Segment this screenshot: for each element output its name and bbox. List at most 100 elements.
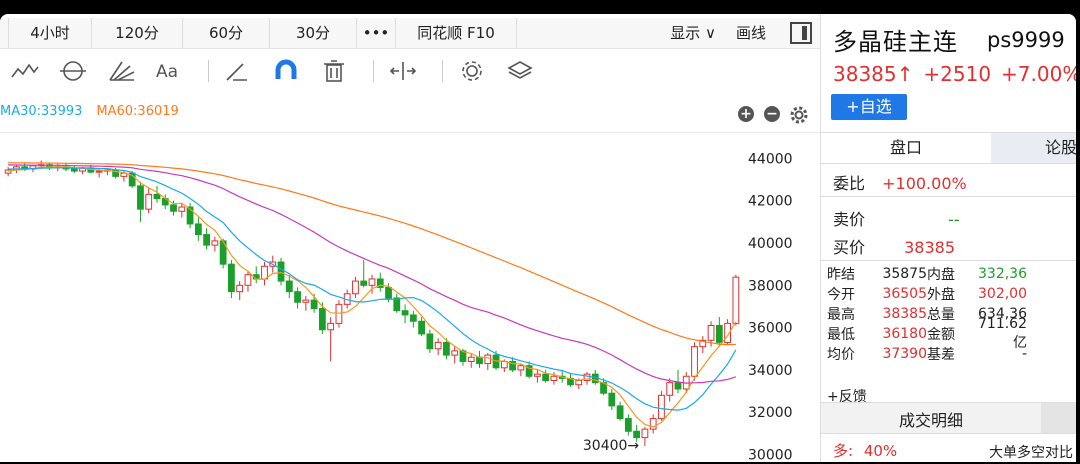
- chevron-down-icon: ∨: [705, 24, 716, 42]
- candle-body: [203, 234, 211, 246]
- low-price-annotation: 30400→: [583, 438, 640, 454]
- ratio-value: +100.00%: [882, 174, 967, 193]
- stats-row: 均价 37390 基差 -: [827, 344, 1027, 364]
- candle-body: [4, 169, 12, 174]
- stats-grid: 昨结 35875 内盘 332,36 今开 36505 外盘 302,00 最高…: [827, 264, 1027, 364]
- candle-body: [318, 308, 326, 331]
- candle-body: [261, 265, 268, 280]
- gear-icon[interactable]: [453, 52, 491, 90]
- period-tab-4h[interactable]: 4小时: [9, 18, 92, 48]
- candle-body: [137, 185, 144, 210]
- feedback-link[interactable]: +反馈: [827, 389, 867, 405]
- ratio-label: 委比: [833, 174, 866, 193]
- f10-button[interactable]: 同花顺 F10: [396, 18, 517, 48]
- candle-body: [393, 297, 401, 312]
- candle-body: [409, 314, 417, 322]
- candle-body: [633, 430, 641, 439]
- candle-body: [385, 286, 392, 299]
- period-bar: 4小时 120分 60分 30分 ••• 同花顺 F10 显示 ∨ 画线: [0, 18, 820, 49]
- display-label: 显示: [670, 24, 701, 42]
- candle-body: [542, 373, 550, 381]
- last-price: 38385↑: [833, 62, 914, 86]
- period-tab-60m[interactable]: 60分: [183, 18, 270, 48]
- kline-chart[interactable]: 44000 42000 40000 38000 36000 34000 32000 30000…: [0, 132, 820, 462]
- zoom-in-icon[interactable]: +: [738, 106, 754, 122]
- fibonacci-tool-icon[interactable]: [102, 52, 140, 90]
- trade-detail-toggle[interactable]: [1041, 403, 1076, 433]
- instrument-name: 多晶硅主连: [833, 28, 958, 56]
- y-tick-label: 44000: [748, 151, 793, 167]
- line-tool-icon[interactable]: [6, 52, 44, 90]
- trash-icon[interactable]: [315, 52, 353, 90]
- add-watchlist-button[interactable]: +自选: [831, 94, 907, 120]
- bull-pct: 40%: [863, 442, 898, 460]
- ma30-line: [8, 164, 737, 384]
- tab-order-book[interactable]: 盘口: [821, 133, 991, 163]
- candle-body: [575, 380, 583, 386]
- period-tab-30m[interactable]: 30分: [270, 18, 357, 48]
- draw-line-button[interactable]: 画线: [735, 24, 766, 42]
- candle-body: [732, 276, 740, 324]
- candle-body: [451, 350, 459, 356]
- chart-settings-icon[interactable]: [790, 106, 808, 124]
- svg-text:Aa: Aa: [156, 62, 178, 82]
- ratio-row: 委比 +100.00%: [833, 170, 967, 194]
- pen-tool-icon[interactable]: [219, 52, 257, 90]
- stats-row: 今开 36505 外盘 302,00: [827, 284, 1027, 304]
- candle-body: [302, 299, 310, 303]
- candle-body: [178, 206, 186, 212]
- kline-svg: 44000 42000 40000 38000 36000 34000 32000 30000…: [4, 151, 793, 462]
- bid-label: 买价: [833, 238, 866, 257]
- zoom-out-icon[interactable]: −: [764, 106, 780, 122]
- candle-body: [211, 240, 219, 246]
- candle-body: [186, 206, 194, 225]
- price-change-pct: +7.00%: [1001, 62, 1076, 86]
- circle-tool-icon[interactable]: [54, 52, 92, 90]
- panel-toggle-icon[interactable]: [790, 22, 812, 44]
- toolbar-divider: [373, 60, 374, 82]
- candle-body: [715, 325, 723, 343]
- stat-label: 最高: [827, 307, 855, 323]
- y-tick-label: 30000: [748, 448, 793, 462]
- y-tick-label: 36000: [748, 321, 793, 337]
- period-tab-cut: [0, 18, 9, 48]
- ask-row: 卖价 --: [833, 206, 960, 230]
- stat-value: 38385: [882, 306, 927, 322]
- candle-body: [649, 418, 657, 430]
- y-tick-label: 40000: [748, 236, 793, 252]
- display-menu[interactable]: 显示 ∨: [660, 18, 726, 48]
- candle-body: [616, 405, 624, 420]
- trade-detail-bar[interactable]: 成交明细: [821, 402, 1076, 434]
- candle-body: [194, 223, 202, 236]
- tab-discussion[interactable]: 论股: [991, 133, 1076, 163]
- text-tool-icon[interactable]: Aa: [150, 52, 188, 90]
- candle-body: [533, 373, 541, 377]
- ma60-line: [8, 162, 736, 346]
- bull-ratio: 多: 40%: [833, 440, 897, 461]
- candle-body: [666, 382, 674, 396]
- candle-body: [674, 382, 682, 390]
- bid-row: 买价 38385: [833, 234, 955, 258]
- bull-label: 多:: [833, 442, 854, 460]
- candle-body: [401, 310, 409, 316]
- period-tab-120m[interactable]: 120分: [92, 18, 183, 48]
- stat-label: 内盘: [927, 267, 955, 283]
- candle-body: [285, 280, 293, 293]
- instrument-code: ps9999: [987, 28, 1065, 52]
- price-change: +2510: [923, 62, 992, 86]
- candle-body: [277, 261, 285, 282]
- candle-body: [691, 346, 698, 377]
- stat-label: 均价: [827, 347, 855, 363]
- candle-body: [335, 303, 343, 324]
- candle-body: [459, 350, 467, 362]
- more-periods-button[interactable]: •••: [357, 18, 396, 48]
- divider: [821, 260, 1076, 261]
- fit-width-icon[interactable]: [384, 52, 422, 90]
- magnet-icon[interactable]: [267, 52, 305, 90]
- stat-label: 金额: [927, 327, 955, 343]
- ask-label: 卖价: [833, 210, 866, 229]
- stat-label: 今开: [827, 287, 855, 303]
- layers-icon[interactable]: [501, 52, 539, 90]
- price-line: 38385↑ +2510 +7.00%: [833, 62, 1076, 86]
